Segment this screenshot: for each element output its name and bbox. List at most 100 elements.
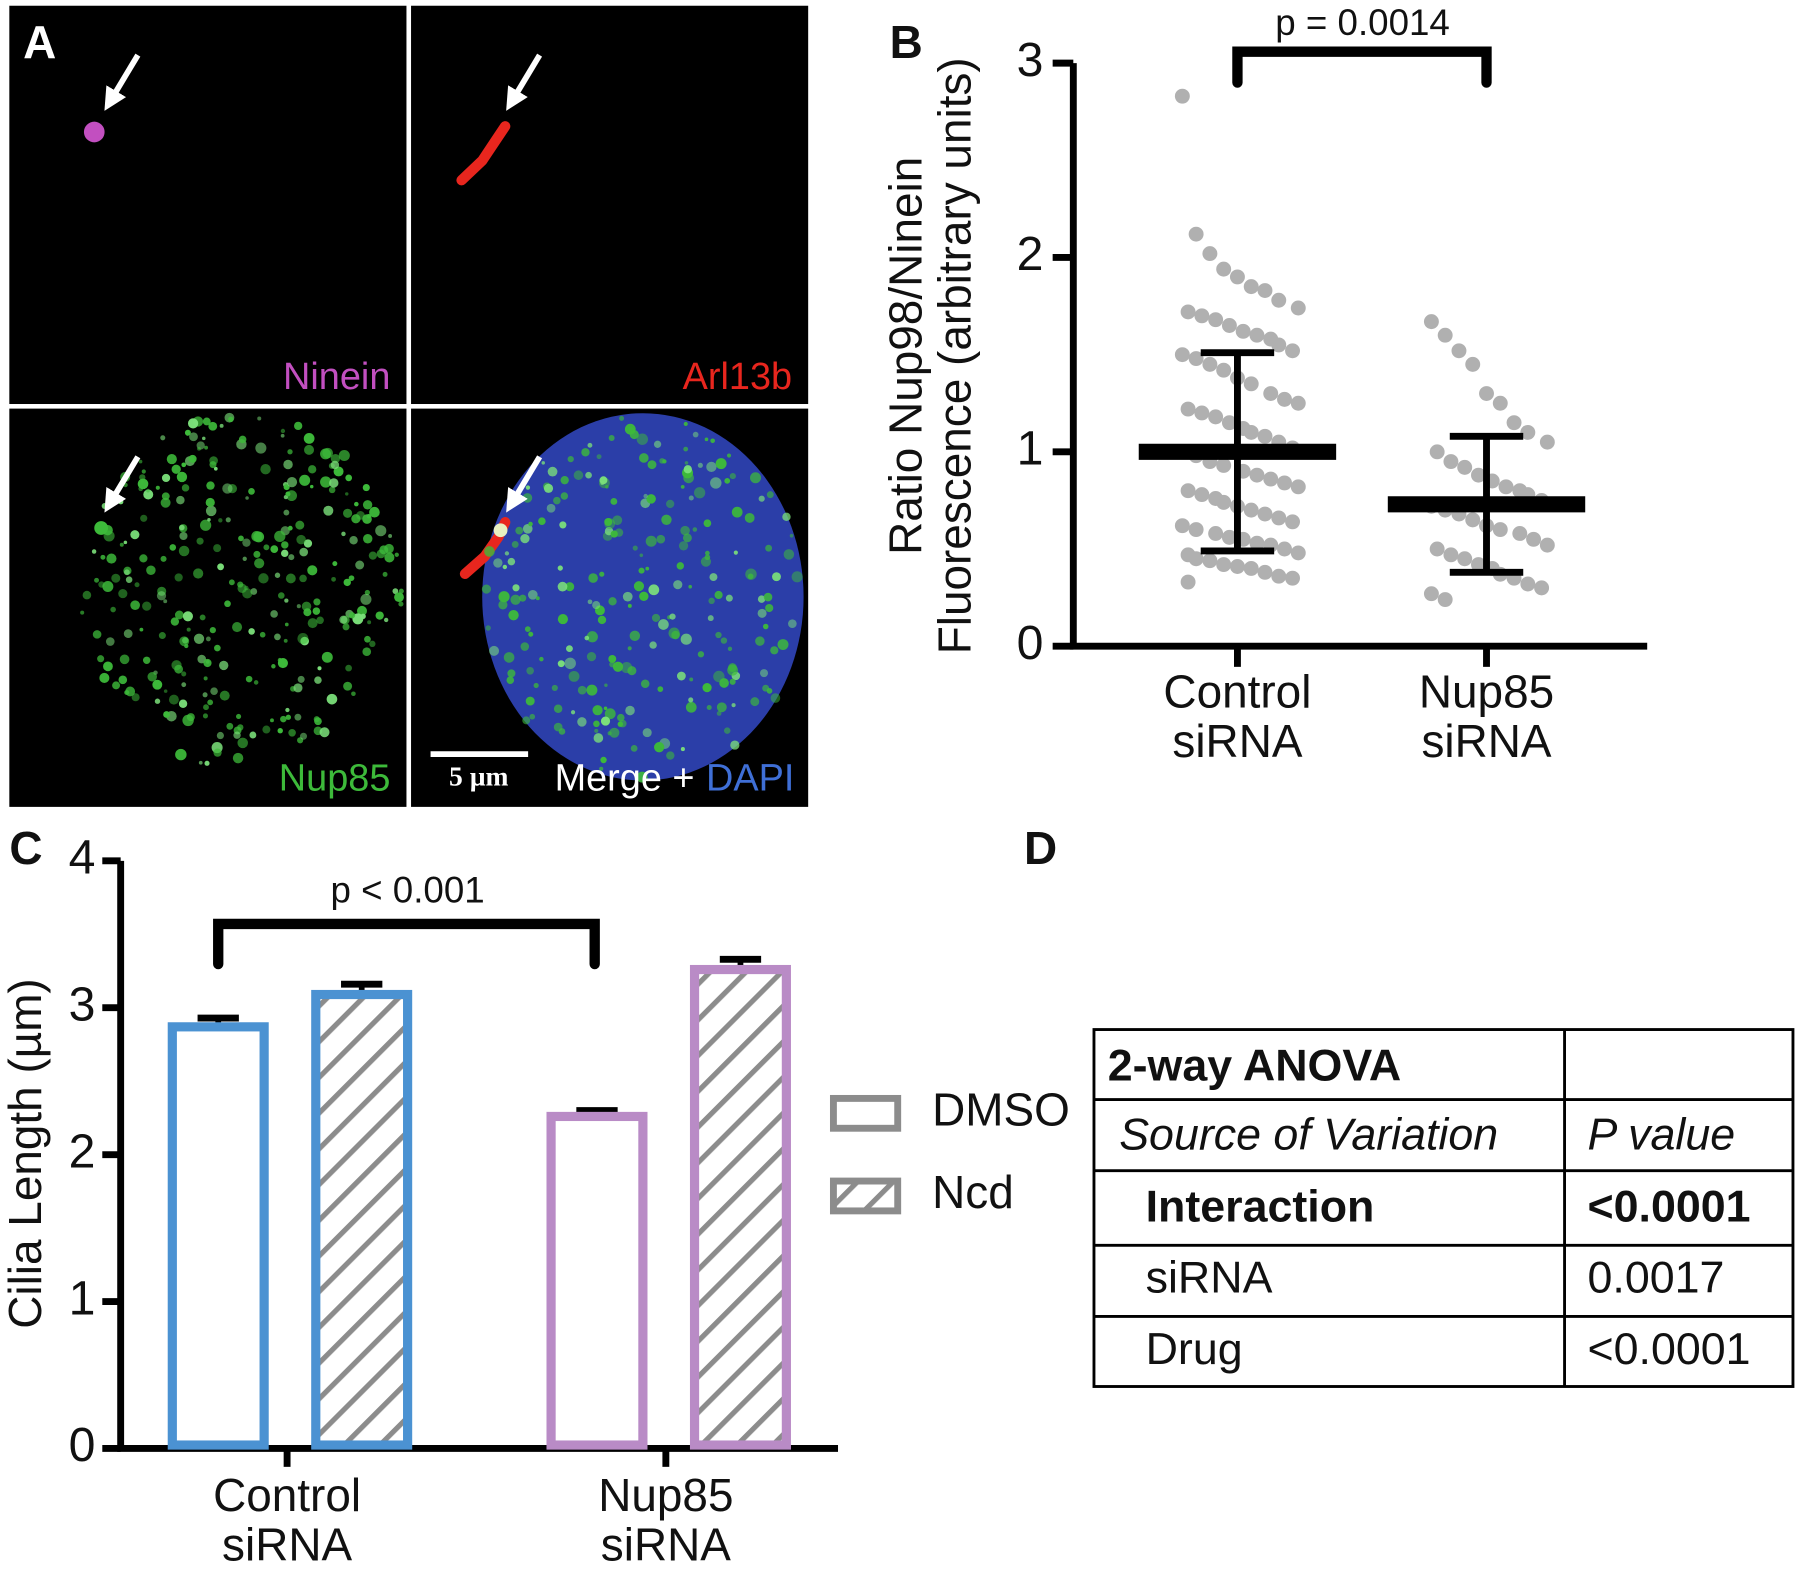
data-point <box>1271 292 1287 308</box>
speckle <box>702 682 712 693</box>
speckle <box>280 428 286 434</box>
data-point <box>1229 269 1245 285</box>
data-point <box>1451 343 1467 359</box>
speckle <box>345 492 349 496</box>
speckle <box>506 676 515 684</box>
speckle <box>334 468 340 474</box>
table-cell: 0.0017 <box>1588 1253 1725 1303</box>
speckle <box>294 421 303 431</box>
speckle <box>101 503 108 509</box>
speckle <box>489 645 500 656</box>
speckle <box>175 748 187 761</box>
speckle <box>216 731 224 740</box>
speckle <box>179 636 190 647</box>
data-point <box>1526 531 1542 547</box>
data-point <box>1277 475 1292 491</box>
speckle <box>134 582 140 588</box>
data-point <box>1257 564 1273 580</box>
speckle <box>123 629 133 639</box>
speckle <box>379 545 389 555</box>
data-point <box>1423 586 1439 602</box>
speckle <box>213 544 222 553</box>
speckle <box>199 614 206 621</box>
data-point <box>1479 386 1494 401</box>
speckle <box>586 684 598 696</box>
speckle <box>782 512 791 522</box>
speckle <box>692 431 699 438</box>
speckle <box>671 630 680 640</box>
speckle <box>299 474 311 486</box>
speckle <box>119 654 130 665</box>
speckle <box>304 444 315 455</box>
speckle <box>203 676 208 681</box>
speckle <box>163 689 168 693</box>
speckle <box>710 477 722 489</box>
speckle <box>200 519 212 531</box>
speckle <box>253 680 259 685</box>
data-point <box>1429 541 1445 557</box>
speckle <box>332 561 338 567</box>
bar <box>311 989 413 1450</box>
speckle <box>277 728 283 734</box>
speckle <box>160 435 166 441</box>
speckle <box>193 568 204 579</box>
data-point <box>1471 557 1486 573</box>
speckle <box>242 556 247 561</box>
speckle <box>587 442 593 448</box>
speckle <box>219 423 224 428</box>
x-tick-label: siRNA <box>1421 715 1551 767</box>
speckle <box>522 493 533 503</box>
speckle <box>493 523 508 538</box>
speckle <box>303 433 315 444</box>
speckle <box>345 474 353 482</box>
speckle <box>645 535 657 547</box>
speckle <box>118 589 128 599</box>
y-tick-label: 3 <box>1017 33 1044 87</box>
speckle <box>394 552 399 557</box>
table-title: 2-way ANOVA <box>1108 1040 1401 1090</box>
speckle <box>139 554 148 563</box>
speckle <box>258 573 269 584</box>
speckle <box>166 454 177 465</box>
x-tick-label: Control <box>213 1469 361 1521</box>
data-point <box>1429 444 1445 460</box>
data-point <box>1216 261 1232 277</box>
speckle <box>539 656 544 662</box>
speckle <box>680 747 685 752</box>
speckle <box>363 534 373 544</box>
speckle <box>627 646 632 651</box>
speckle <box>146 565 156 576</box>
speckle <box>617 713 625 722</box>
speckle <box>638 567 645 574</box>
speckle <box>354 501 359 507</box>
speckle <box>209 627 216 634</box>
speckle <box>197 446 201 451</box>
table-cell: <0.0001 <box>1588 1324 1751 1374</box>
speckle <box>398 588 404 594</box>
speckle <box>621 661 633 674</box>
data-point <box>1194 308 1210 324</box>
speckle <box>111 573 121 583</box>
speckle <box>367 620 372 625</box>
column-header: Source of Variation <box>1119 1109 1498 1159</box>
speckle <box>587 599 593 605</box>
speckle <box>303 539 313 548</box>
data-point <box>1457 551 1473 567</box>
speckle <box>202 713 208 719</box>
speckle <box>219 690 230 701</box>
speckle <box>280 715 287 723</box>
speckle <box>314 717 322 726</box>
speckle <box>750 472 762 484</box>
speckle <box>245 675 253 683</box>
speckle <box>232 752 244 764</box>
speckle <box>287 525 293 531</box>
speckle <box>130 530 140 540</box>
speckle <box>233 731 241 739</box>
speckle <box>237 737 248 749</box>
speckle <box>98 581 105 588</box>
speckle <box>362 500 373 510</box>
speckle <box>217 563 225 571</box>
speckle <box>364 589 371 596</box>
speckle <box>178 545 190 557</box>
